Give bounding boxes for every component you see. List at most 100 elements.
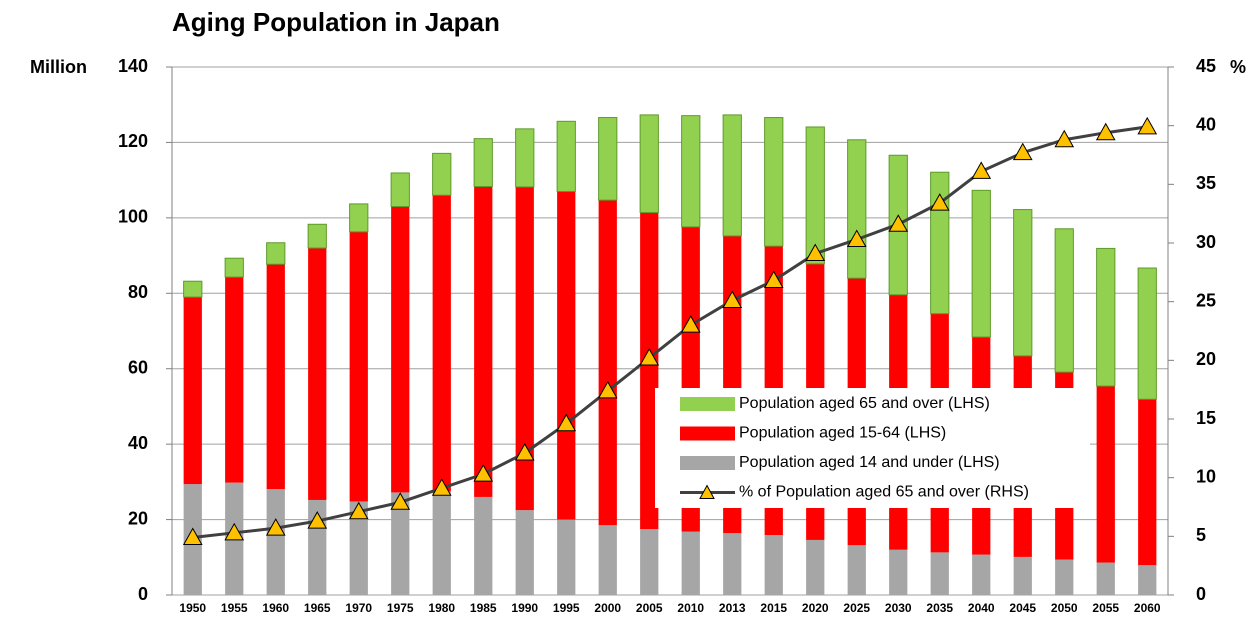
bar-segment (515, 186, 534, 511)
x-tick-label: 2005 (636, 601, 663, 615)
legend-label: Population aged 65 and over (LHS) (739, 395, 990, 412)
line-marker (639, 347, 660, 366)
line-marker (473, 464, 494, 482)
x-tick-label: 1975 (387, 601, 414, 615)
line-marker (182, 527, 203, 546)
x-tick-label: 1980 (428, 601, 455, 615)
x-tick-label: 1995 (553, 601, 580, 615)
line-marker (431, 478, 452, 496)
y2-tick-label: 5 (1196, 525, 1206, 545)
bar-segment (1013, 556, 1032, 595)
bar-segment (307, 223, 327, 249)
bar-segment (349, 501, 368, 595)
bar-segment (266, 264, 285, 490)
bar-segment (764, 535, 783, 595)
bar-segment (971, 189, 991, 338)
bar-segment (266, 489, 285, 595)
x-tick-label: 1970 (345, 601, 372, 615)
bar-segment (1096, 247, 1116, 387)
bar-segment (266, 242, 286, 265)
line-marker (224, 522, 245, 541)
bar-segment (557, 519, 576, 595)
y-tick-label: 100 (118, 207, 148, 227)
legend-swatch (680, 397, 735, 411)
y2-tick-label: 40 (1196, 114, 1216, 134)
y-tick-label: 60 (128, 357, 148, 377)
bar-segment (390, 172, 410, 208)
line-marker (556, 413, 577, 432)
bar-segment (640, 212, 659, 529)
chart-title: Aging Population in Japan (172, 7, 500, 37)
bar-segment (1096, 562, 1115, 595)
x-tick-label: 2025 (843, 601, 870, 615)
bar-segment (722, 114, 742, 237)
y-axis-label: Million (30, 57, 87, 77)
bar-segment (847, 139, 867, 279)
bar-segment (183, 280, 203, 298)
line-marker (805, 243, 826, 262)
line-marker (1012, 142, 1033, 161)
bar-segment (847, 545, 866, 595)
y2-tick-label: 30 (1196, 232, 1216, 252)
x-tick-label: 1955 (221, 601, 248, 615)
y-tick-label: 80 (128, 282, 148, 302)
y2-tick-label: 45 (1196, 56, 1216, 76)
x-tick-label: 2010 (677, 601, 704, 615)
bar-segment (681, 531, 700, 595)
x-tick-label: 2060 (1134, 601, 1161, 615)
bar-segment (1055, 559, 1074, 595)
y2-axis-label: % (1230, 57, 1246, 77)
bar-segment (557, 191, 576, 520)
y2-tick-label: 10 (1196, 466, 1216, 486)
bar-segment (640, 529, 659, 595)
bar-segment (515, 510, 534, 595)
legend-swatch (680, 456, 735, 470)
x-tick-label: 1965 (304, 601, 331, 615)
y2-tick-label: 20 (1196, 349, 1216, 369)
bar-segment (308, 248, 327, 500)
bar-segment (1054, 228, 1074, 373)
bar-segment (1096, 386, 1115, 563)
bar-segment (473, 138, 493, 188)
bar-segment (806, 539, 825, 595)
legend-marker (699, 484, 715, 499)
line-marker (722, 290, 743, 308)
bar-segment (1137, 267, 1157, 400)
line-marker (680, 315, 701, 333)
bar-segment (598, 117, 618, 201)
bar-segment (183, 297, 202, 485)
bar-segment (598, 525, 617, 595)
line-marker (307, 511, 328, 529)
bar-segment (1138, 399, 1157, 566)
bar-segment (889, 549, 908, 595)
bar-segment (432, 152, 452, 196)
bar-segment (930, 552, 949, 595)
y-tick-label: 40 (128, 433, 148, 453)
x-tick-label: 2035 (926, 601, 953, 615)
x-tick-label: 2050 (1051, 601, 1078, 615)
bar-segment (972, 554, 991, 595)
line-marker (763, 270, 784, 289)
y-tick-label: 120 (118, 131, 148, 151)
bar-segment (349, 203, 369, 233)
line-marker (390, 492, 411, 510)
y-tick-label: 0 (138, 584, 148, 604)
y2-tick-label: 25 (1196, 290, 1216, 310)
x-tick-label: 2030 (885, 601, 912, 615)
y2-tick-label: 15 (1196, 408, 1216, 428)
bar-segment (764, 117, 784, 247)
line-marker (888, 214, 909, 232)
bar-segment (681, 115, 701, 228)
line-marker (971, 161, 992, 179)
line-marker (846, 229, 867, 247)
line-marker (1095, 122, 1116, 141)
x-tick-label: 1985 (470, 601, 497, 615)
bar-segment (349, 231, 368, 502)
x-tick-label: 2013 (719, 601, 746, 615)
bar-segment (225, 277, 244, 483)
bar-segment (805, 126, 825, 265)
x-tick-label: 1950 (179, 601, 206, 615)
x-tick-label: 1990 (511, 601, 538, 615)
y-tick-label: 140 (118, 56, 148, 76)
